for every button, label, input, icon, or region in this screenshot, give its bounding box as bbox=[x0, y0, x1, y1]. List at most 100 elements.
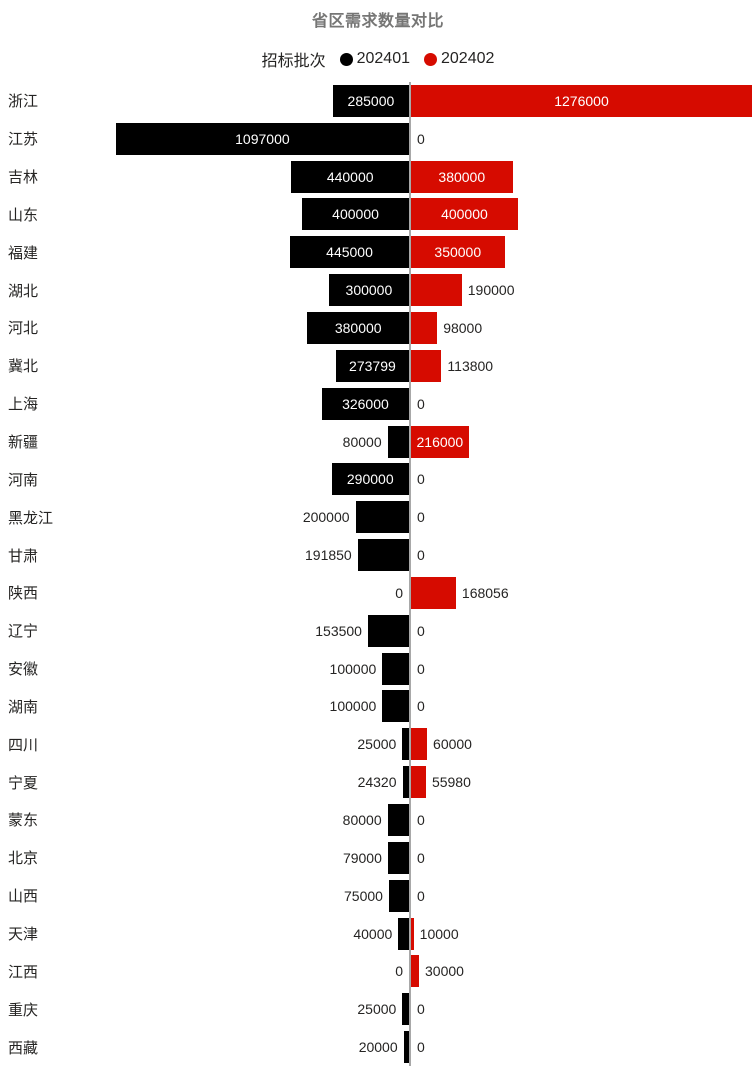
bar-202401[interactable] bbox=[307, 311, 409, 344]
bar-202402[interactable] bbox=[411, 198, 518, 231]
bar-202401[interactable] bbox=[387, 425, 409, 458]
bar-202401[interactable] bbox=[402, 728, 409, 761]
bar-202401[interactable] bbox=[402, 993, 409, 1026]
category-label: 江西 bbox=[8, 963, 39, 981]
chart-row: 湖南 100000 0 bbox=[0, 688, 756, 726]
bar-202402[interactable] bbox=[411, 236, 505, 269]
legend-item-202401[interactable]: 202401 bbox=[339, 50, 410, 68]
bar-202401[interactable] bbox=[321, 387, 409, 420]
value-label-202402: 400000 bbox=[441, 206, 488, 223]
chart-row: 新疆 80000 216000 bbox=[0, 423, 756, 461]
chart-row: 宁夏 24320 55980 bbox=[0, 763, 756, 801]
value-label-202402: 350000 bbox=[434, 244, 482, 261]
chart-row: 河北 380000 98000 bbox=[0, 309, 756, 347]
value-label-202402: 0 bbox=[417, 698, 425, 715]
value-label-202401: 80000 bbox=[342, 433, 382, 450]
bar-202402[interactable] bbox=[411, 766, 426, 799]
category-label: 江苏 bbox=[8, 131, 39, 149]
bar-202402[interactable] bbox=[411, 311, 438, 344]
chart-title: 省区需求数量对比 bbox=[311, 13, 444, 30]
chart-row: 江苏 1097000 0 bbox=[0, 120, 756, 158]
bar-202401[interactable] bbox=[328, 274, 409, 307]
bar-202401[interactable] bbox=[403, 1031, 409, 1064]
bar-202401[interactable] bbox=[357, 539, 409, 572]
value-label-202401: 191850 bbox=[305, 547, 352, 564]
bar-202402[interactable] bbox=[411, 160, 513, 193]
value-label-202402: 98000 bbox=[443, 319, 483, 336]
value-label-202401: 100000 bbox=[329, 660, 377, 677]
legend: 招标批次 202401 202402 bbox=[0, 46, 756, 72]
chart-row: 浙江 285000 1276000 bbox=[0, 82, 756, 120]
value-label-202402: 0 bbox=[417, 811, 425, 828]
bar-202401[interactable] bbox=[302, 198, 409, 231]
value-label-202401: 0 bbox=[395, 584, 403, 601]
bar-202401[interactable] bbox=[387, 841, 409, 874]
value-label-202402: 168056 bbox=[461, 584, 509, 601]
category-label: 蒙东 bbox=[8, 812, 39, 830]
bar-202401[interactable] bbox=[291, 160, 409, 193]
value-label-202402: 30000 bbox=[425, 963, 464, 980]
bar-202402[interactable] bbox=[411, 274, 462, 307]
legend-item-202402[interactable]: 202402 bbox=[424, 50, 494, 68]
bar-202402[interactable] bbox=[411, 84, 752, 117]
chart-row: 辽宁 153500 0 bbox=[0, 612, 756, 650]
category-label: 辽宁 bbox=[8, 623, 39, 641]
legend-item-label: 202402 bbox=[441, 50, 495, 67]
bar-202402[interactable] bbox=[411, 349, 442, 382]
value-label-202401: 80000 bbox=[342, 811, 382, 828]
value-label-202402: 0 bbox=[417, 395, 425, 412]
chart-row: 河南 290000 0 bbox=[0, 460, 756, 498]
value-label-202401: 24320 bbox=[357, 774, 397, 791]
bar-202402[interactable] bbox=[411, 576, 456, 609]
chart-row: 黑龙江 200000 0 bbox=[0, 498, 756, 536]
bar-202402[interactable] bbox=[411, 917, 414, 950]
category-label: 陕西 bbox=[8, 585, 39, 603]
value-label-202402: 216000 bbox=[416, 433, 464, 450]
value-label-202402: 380000 bbox=[438, 168, 486, 185]
bar-202401[interactable] bbox=[355, 501, 409, 534]
category-label: 湖南 bbox=[8, 698, 39, 716]
legend-item-label: 202401 bbox=[356, 50, 410, 67]
category-label: 冀北 bbox=[8, 358, 39, 376]
chart-row: 甘肃 191850 0 bbox=[0, 536, 756, 574]
value-label-202401: 25000 bbox=[357, 1001, 397, 1018]
plot-area: 浙江 285000 1276000 江苏 1097000 0 吉林 440000 380000 山… bbox=[0, 82, 756, 1066]
bar-202401[interactable] bbox=[382, 652, 409, 685]
bar-202401[interactable] bbox=[388, 879, 409, 912]
bar-202401[interactable] bbox=[387, 803, 409, 836]
value-label-202401: 440000 bbox=[326, 168, 374, 185]
legend-title: 招标批次 bbox=[261, 53, 326, 70]
value-label-202402: 190000 bbox=[467, 282, 515, 299]
bar-202401[interactable] bbox=[382, 690, 409, 723]
value-label-202401: 0 bbox=[395, 963, 403, 980]
chart-row: 安徽 100000 0 bbox=[0, 650, 756, 688]
category-label: 四川 bbox=[8, 736, 39, 754]
bar-202401[interactable] bbox=[367, 614, 409, 647]
value-label-202402: 0 bbox=[417, 130, 425, 147]
bar-202402[interactable] bbox=[411, 425, 469, 458]
bar-202401[interactable] bbox=[402, 766, 409, 799]
chart-row: 西藏 20000 0 bbox=[0, 1028, 756, 1066]
value-label-202401: 445000 bbox=[326, 244, 373, 261]
category-label: 山东 bbox=[8, 206, 39, 224]
value-label-202401: 290000 bbox=[346, 471, 394, 488]
bar-202401[interactable] bbox=[115, 122, 409, 155]
chart-row: 天津 40000 10000 bbox=[0, 915, 756, 953]
bar-202402[interactable] bbox=[411, 728, 428, 761]
value-label-202401: 20000 bbox=[358, 1039, 398, 1056]
chart-row: 山西 75000 0 bbox=[0, 877, 756, 915]
value-label-202402: 55980 bbox=[431, 774, 471, 791]
value-label-202402: 0 bbox=[417, 471, 425, 488]
chart-row: 湖北 300000 190000 bbox=[0, 271, 756, 309]
bar-202401[interactable] bbox=[290, 236, 409, 269]
chart-row: 山东 400000 400000 bbox=[0, 196, 756, 234]
value-label-202401: 326000 bbox=[342, 395, 389, 412]
bar-202401[interactable] bbox=[332, 84, 409, 117]
bar-202401[interactable] bbox=[331, 463, 409, 496]
bar-202402[interactable] bbox=[411, 955, 420, 988]
value-label-202402: 0 bbox=[417, 660, 425, 677]
bar-202401[interactable] bbox=[335, 349, 409, 382]
bar-202401[interactable] bbox=[398, 917, 409, 950]
value-label-202401: 153500 bbox=[315, 622, 362, 639]
category-label: 北京 bbox=[8, 850, 39, 868]
